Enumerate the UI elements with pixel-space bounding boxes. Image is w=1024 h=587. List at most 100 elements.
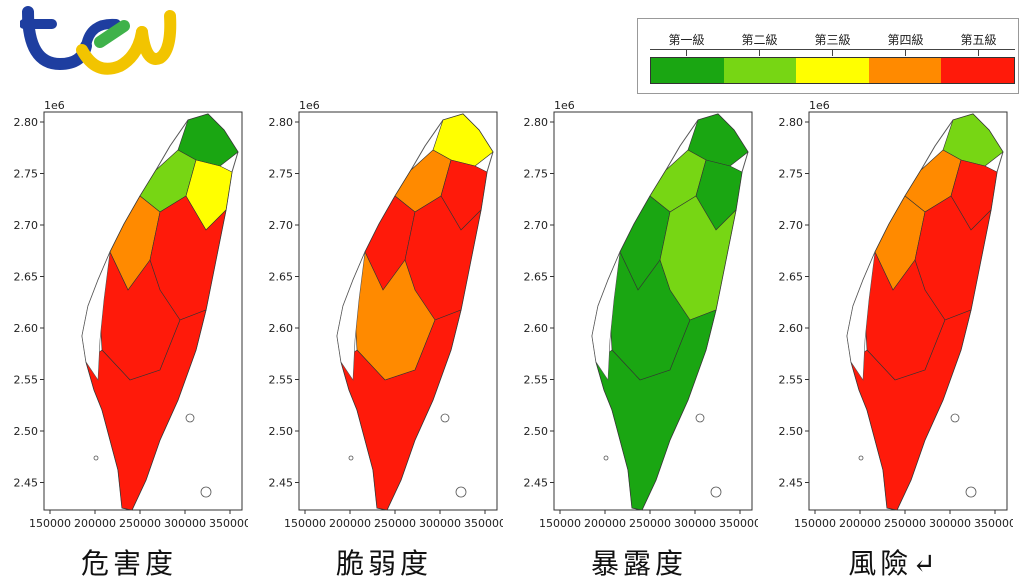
y-tick-label: 2.50 [14, 425, 39, 438]
y-scale-label: 1e6 [299, 100, 320, 112]
y-tick-label: 2.70 [779, 219, 804, 232]
offshore-island [200, 486, 212, 498]
y-tick-label: 2.80 [779, 116, 804, 129]
legend-ticks [650, 49, 1015, 58]
axes-frame [808, 111, 1008, 511]
legend-swatch-level-3 [796, 58, 869, 83]
y-tick-label: 2.60 [524, 322, 549, 335]
offshore-island [965, 486, 977, 498]
y-tick-label: 2.65 [269, 271, 294, 284]
y-tick-label: 2.75 [779, 168, 804, 181]
y-tick-label: 2.55 [269, 374, 294, 387]
x-tick-label: 250000 [374, 517, 416, 530]
y-tick-label: 2.70 [524, 219, 549, 232]
x-tick-label: 250000 [884, 517, 926, 530]
y-tick-label: 2.70 [14, 219, 39, 232]
y-tick-label: 2.75 [524, 168, 549, 181]
x-tick-label: 300000 [674, 517, 716, 530]
y-scale-label: 1e6 [809, 100, 830, 112]
y-tick-label: 2.65 [524, 271, 549, 284]
west-plain-region [846, 251, 876, 381]
axes-frame [43, 111, 243, 511]
y-tick-label: 2.45 [14, 477, 39, 490]
west-plain-region [591, 251, 621, 381]
x-tick-label: 350000 [719, 517, 758, 530]
legend-swatch-level-1 [651, 58, 724, 83]
axes-frame [298, 111, 498, 511]
offshore-island [858, 455, 864, 461]
offshore-island [348, 455, 354, 461]
organization-logo [20, 6, 177, 75]
y-tick-label: 2.50 [269, 425, 294, 438]
west-plain-region [336, 251, 366, 381]
y-tick-label: 2.60 [14, 322, 39, 335]
map-panel-risk: 1e6 2.80 2.75 2.70 2.65 2.60 2.55 2.50 2.45 15000… [775, 100, 1014, 540]
caption-vulnerability: 脆弱度 [335, 547, 432, 580]
west-plain-region [81, 251, 111, 381]
y-scale-label: 1e6 [44, 100, 65, 112]
caption-hazard: 危害度 [80, 547, 177, 580]
map-region [85, 309, 207, 511]
y-tick-label: 2.60 [269, 322, 294, 335]
y-tick-label: 2.45 [524, 477, 549, 490]
offshore-island [695, 413, 705, 423]
offshore-island [950, 413, 960, 423]
x-tick-label: 150000 [29, 517, 71, 530]
y-scale-label: 1e6 [554, 100, 575, 112]
y-tick-label: 2.45 [779, 477, 804, 490]
x-tick-label: 150000 [284, 517, 326, 530]
legend-swatch-level-2 [723, 58, 797, 83]
y-tick-label: 2.75 [14, 168, 39, 181]
x-tick-label: 350000 [464, 517, 503, 530]
y-tick-label: 2.50 [524, 425, 549, 438]
y-tick-label: 2.80 [269, 116, 294, 129]
legend-swatch-level-5 [941, 58, 1014, 83]
offshore-island [710, 486, 722, 498]
y-tick-label: 2.70 [269, 219, 294, 232]
x-tick-label: 200000 [584, 517, 626, 530]
legend-label-level-5: 第五級 [960, 33, 997, 47]
x-tick-label: 200000 [329, 517, 371, 530]
x-tick-label: 200000 [74, 517, 116, 530]
y-tick-label: 2.50 [779, 425, 804, 438]
offshore-island [93, 455, 99, 461]
legend-labels: 第一級 第二級 第三級 第四級 第五級 [650, 31, 1015, 49]
map-region [340, 309, 462, 511]
map-svg: 1e6 2.80 2.75 2.70 2.65 2.60 2.55 2.50 2.45 15000… [14, 100, 249, 530]
axes-frame [553, 111, 753, 511]
y-tick-label: 2.65 [14, 271, 39, 284]
legend-swatch-level-4 [868, 58, 942, 83]
y-tick-label: 2.55 [14, 374, 39, 387]
map-region [595, 309, 717, 511]
x-tick-label: 200000 [839, 517, 881, 530]
legend-label-level-1: 第一級 [668, 33, 705, 47]
x-tick-label: 300000 [929, 517, 971, 530]
map-region [850, 309, 972, 511]
offshore-island [440, 413, 450, 423]
x-tick-label: 350000 [974, 517, 1013, 530]
y-tick-label: 2.65 [779, 271, 804, 284]
y-tick-label: 2.80 [14, 116, 39, 129]
legend-color-bar [650, 57, 1015, 84]
x-tick-label: 250000 [119, 517, 161, 530]
map-svg: 1e6 2.80 2.75 2.70 2.65 2.60 2.55 2.50 2.45 15000… [524, 100, 759, 530]
map-svg: 1e6 2.80 2.75 2.70 2.65 2.60 2.55 2.50 2.45 15000… [269, 100, 504, 530]
map-panel-vulnerability: 1e6 2.80 2.75 2.70 2.65 2.60 2.55 2.50 2.45 15000… [265, 100, 504, 540]
caption-exposure: 暴露度 [590, 547, 687, 580]
offshore-island [603, 455, 609, 461]
x-tick-label: 150000 [539, 517, 581, 530]
legend-label-level-4: 第四級 [887, 33, 924, 47]
y-tick-label: 2.45 [269, 477, 294, 490]
legend-label-level-2: 第二級 [741, 33, 778, 47]
legend-label-level-3: 第三級 [814, 33, 851, 47]
map-panel-exposure: 1e6 2.80 2.75 2.70 2.65 2.60 2.55 2.50 2.45 15000… [520, 100, 759, 540]
y-tick-label: 2.55 [779, 374, 804, 387]
caption-risk: 風險↵ [848, 547, 940, 580]
offshore-island [185, 413, 195, 423]
x-tick-label: 300000 [419, 517, 461, 530]
map-svg: 1e6 2.80 2.75 2.70 2.65 2.60 2.55 2.50 2.45 15000… [779, 100, 1014, 530]
risk-level-legend: 第一級 第二級 第三級 第四級 第五級 [637, 18, 1019, 94]
x-tick-label: 350000 [209, 517, 248, 530]
map-panel-hazard: 1e6 2.80 2.75 2.70 2.65 2.60 2.55 2.50 2.45 15000… [10, 100, 249, 540]
x-tick-label: 300000 [164, 517, 206, 530]
